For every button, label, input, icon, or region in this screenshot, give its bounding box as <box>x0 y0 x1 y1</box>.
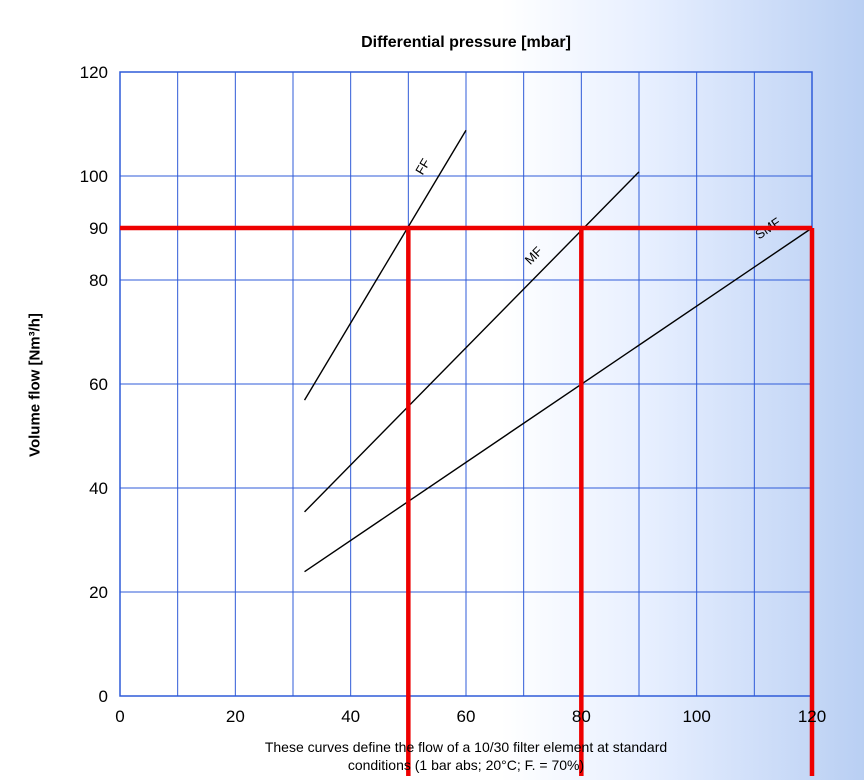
caption-line-1: These curves define the flow of a 10/30 … <box>264 739 668 755</box>
curve-label-ff: FF <box>412 156 433 177</box>
x-tick-label: 100 <box>682 707 710 726</box>
y-tick-label: 80 <box>89 271 108 290</box>
y-tick-label: 0 <box>99 687 108 706</box>
x-tick-label: 120 <box>798 707 826 726</box>
x-tick-label: 20 <box>226 707 245 726</box>
y-tick-label: 100 <box>80 167 108 186</box>
y-tick-label: 120 <box>80 63 108 82</box>
y-tick-label: 40 <box>89 479 108 498</box>
curve-mf <box>304 171 640 513</box>
x-tick-label: 60 <box>457 707 476 726</box>
y-tick-label: 60 <box>89 375 108 394</box>
chart-title: Differential pressure [mbar] <box>361 34 571 51</box>
curve-ff <box>303 129 467 401</box>
chart-caption: These curves define the flow of a 10/30 … <box>120 738 812 774</box>
x-tick-label: 40 <box>341 707 360 726</box>
caption-line-2: conditions (1 bar abs; 20°C; F. = 70%) <box>347 757 585 773</box>
curve-label-mf: MF <box>522 244 546 268</box>
x-tick-label: 80 <box>572 707 591 726</box>
y-tick-label: 20 <box>89 583 108 602</box>
curve-smf <box>304 227 813 573</box>
y-tick-label: 90 <box>89 219 108 238</box>
x-tick-label: 0 <box>115 707 124 726</box>
